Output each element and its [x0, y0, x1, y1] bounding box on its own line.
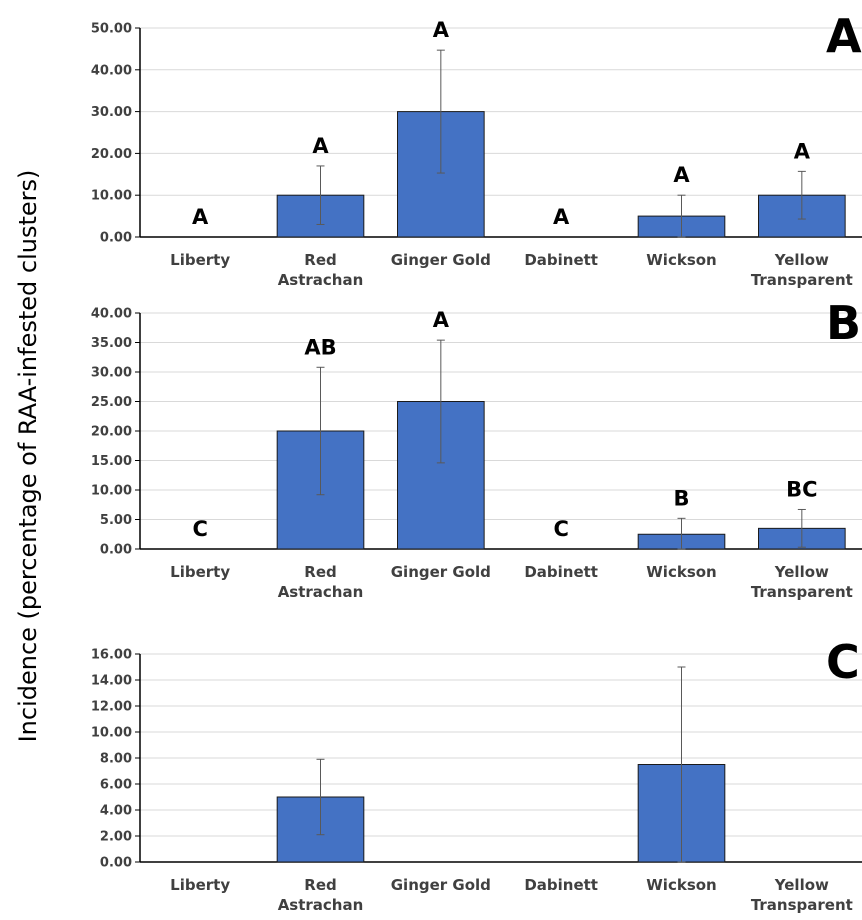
- y-tick-label: 16.00: [91, 648, 132, 663]
- y-tick-label: 2.00: [100, 830, 132, 845]
- category-label: Yellow: [774, 563, 829, 581]
- category-label: Astrachan: [278, 583, 364, 601]
- y-axis-label: Incidence (percentage of RAA-infested cl…: [14, 170, 42, 743]
- significance-label: A: [433, 18, 450, 42]
- significance-label: A: [433, 308, 450, 332]
- y-tick-label: 25.00: [91, 395, 132, 410]
- significance-label: C: [553, 517, 568, 541]
- y-tick-label: 0.00: [100, 543, 132, 558]
- significance-label: A: [192, 205, 209, 229]
- significance-label: A: [794, 139, 811, 163]
- y-tick-label: 10.00: [91, 189, 132, 204]
- category-label: Ginger Gold: [391, 563, 491, 581]
- category-label: Wickson: [646, 251, 716, 269]
- y-tick-label: 14.00: [91, 674, 132, 689]
- category-label: Ginger Gold: [391, 251, 491, 269]
- category-label: Transparent: [751, 271, 853, 289]
- panel-label: C: [826, 635, 860, 689]
- panel-label: A: [826, 9, 862, 63]
- category-label: Red: [304, 563, 336, 581]
- category-label: Yellow: [774, 876, 829, 894]
- y-tick-label: 50.00: [91, 22, 132, 37]
- category-label: Ginger Gold: [391, 876, 491, 894]
- category-label: Dabinett: [524, 876, 598, 894]
- y-tick-label: 0.00: [100, 856, 132, 871]
- category-label: Wickson: [646, 876, 716, 894]
- significance-label: A: [312, 134, 329, 158]
- y-tick-label: 40.00: [91, 307, 132, 322]
- category-label: Wickson: [646, 563, 716, 581]
- category-label: Transparent: [751, 896, 853, 914]
- significance-label: C: [192, 517, 207, 541]
- category-label: Liberty: [170, 876, 230, 894]
- category-label: Astrachan: [278, 896, 364, 914]
- category-label: Liberty: [170, 563, 230, 581]
- y-tick-label: 0.00: [100, 231, 132, 246]
- y-tick-label: 35.00: [91, 336, 132, 351]
- y-tick-label: 12.00: [91, 700, 132, 715]
- y-tick-label: 20.00: [91, 425, 132, 440]
- y-tick-label: 40.00: [91, 63, 132, 78]
- y-tick-label: 30.00: [91, 105, 132, 120]
- y-tick-label: 10.00: [91, 726, 132, 741]
- significance-label: A: [553, 205, 570, 229]
- significance-label: BC: [786, 477, 817, 501]
- significance-label: B: [673, 486, 689, 510]
- significance-label: A: [673, 163, 690, 187]
- category-label: Red: [304, 251, 336, 269]
- category-label: Red: [304, 876, 336, 894]
- significance-label: AB: [304, 335, 336, 359]
- category-label: Dabinett: [524, 251, 598, 269]
- category-label: Liberty: [170, 251, 230, 269]
- y-tick-label: 6.00: [100, 778, 132, 793]
- y-tick-label: 4.00: [100, 804, 132, 819]
- y-tick-label: 30.00: [91, 366, 132, 381]
- y-tick-label: 20.00: [91, 147, 132, 162]
- y-tick-label: 8.00: [100, 752, 132, 767]
- y-tick-label: 15.00: [91, 454, 132, 469]
- panel-label: B: [826, 296, 861, 350]
- category-label: Yellow: [774, 251, 829, 269]
- category-label: Astrachan: [278, 271, 364, 289]
- category-label: Transparent: [751, 583, 853, 601]
- category-label: Dabinett: [524, 563, 598, 581]
- y-tick-label: 5.00: [100, 513, 132, 528]
- y-tick-label: 10.00: [91, 484, 132, 499]
